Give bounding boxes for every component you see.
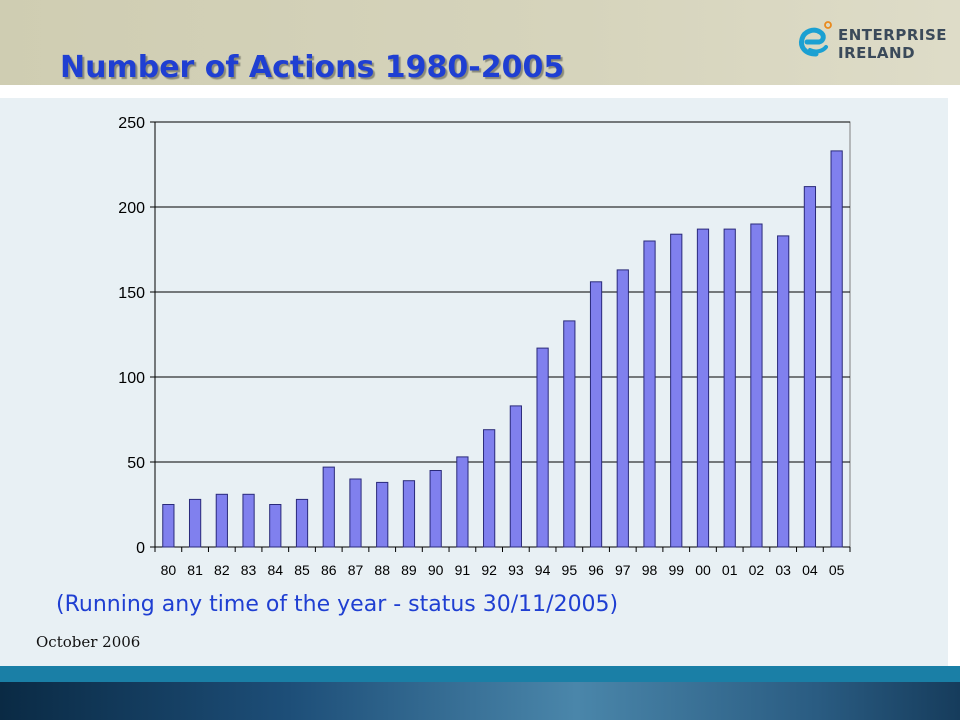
x-tick-label: 05: [829, 562, 845, 578]
bar: [456, 456, 469, 548]
enterprise-ireland-e-logo-icon: [799, 21, 832, 57]
x-tick-label: 87: [348, 562, 364, 578]
x-tick-label: 88: [374, 562, 390, 578]
bar: [429, 470, 442, 548]
x-tick-label: 00: [695, 562, 711, 578]
chart-subtitle: (Running any time of the year - status 3…: [56, 592, 619, 617]
x-tick-label: 82: [214, 562, 230, 578]
x-tick-label: 90: [428, 562, 444, 578]
bar: [830, 150, 843, 548]
x-tick-label: 89: [401, 562, 417, 578]
y-tick-label: 50: [127, 455, 145, 472]
x-tick-label: 94: [535, 562, 551, 578]
bar: [242, 493, 255, 548]
x-tick-label: 85: [294, 562, 310, 578]
x-tick-label: 96: [588, 562, 604, 578]
bar: [536, 347, 549, 548]
slide-date: October 2006: [36, 633, 141, 651]
x-tick-label: 81: [187, 562, 203, 578]
y-tick-label: 100: [118, 370, 145, 387]
x-tick-label: 84: [267, 562, 283, 578]
bar: [322, 466, 335, 548]
bar: [777, 235, 790, 548]
y-tick-label: 0: [136, 540, 145, 557]
bar: [349, 478, 362, 548]
bar: [295, 498, 309, 548]
bar: [188, 498, 202, 548]
x-tick-label: 95: [562, 562, 578, 578]
x-tick-label: 02: [749, 562, 765, 578]
logo-line-2: IRELAND: [838, 44, 916, 62]
x-tick-label: 99: [668, 562, 684, 578]
slide-title: Number of Actions 1980-2005: [60, 50, 565, 85]
x-tick-label: 97: [615, 562, 631, 578]
x-tick-label: 04: [802, 562, 818, 578]
bar: [723, 228, 736, 548]
bar: [509, 405, 522, 548]
bar: [589, 281, 603, 548]
y-tick-label: 150: [118, 285, 145, 302]
y-tick-label: 250: [118, 115, 145, 132]
x-tick-label: 80: [161, 562, 177, 578]
bar: [563, 320, 576, 548]
bar: [162, 504, 175, 548]
bar: [269, 504, 282, 548]
bar: [483, 429, 496, 548]
bar: [643, 240, 656, 548]
x-tick-label: 86: [321, 562, 337, 578]
bar: [696, 228, 710, 548]
bar: [803, 186, 817, 548]
plot-area: [154, 121, 851, 548]
enterprise-ireland-logo: ENTERPRISE IRELAND: [796, 20, 948, 70]
bar: [215, 493, 228, 548]
x-tick-label: 98: [642, 562, 658, 578]
footer-accent-stripe: [0, 666, 960, 682]
right-margin: [948, 98, 960, 666]
bar: [402, 480, 416, 548]
logo-line-1: ENTERPRISE: [838, 26, 948, 44]
x-tick-label: 92: [481, 562, 497, 578]
bar: [750, 223, 763, 548]
y-tick-label: 200: [118, 200, 145, 217]
x-tick-label: 83: [241, 562, 257, 578]
bar: [376, 481, 389, 548]
x-tick-label: 93: [508, 562, 524, 578]
x-tick-label: 01: [722, 562, 738, 578]
x-tick-label: 91: [455, 562, 471, 578]
x-tick-label: 03: [775, 562, 791, 578]
bar: [670, 233, 683, 548]
header-divider: [0, 85, 960, 98]
bar: [616, 269, 629, 548]
